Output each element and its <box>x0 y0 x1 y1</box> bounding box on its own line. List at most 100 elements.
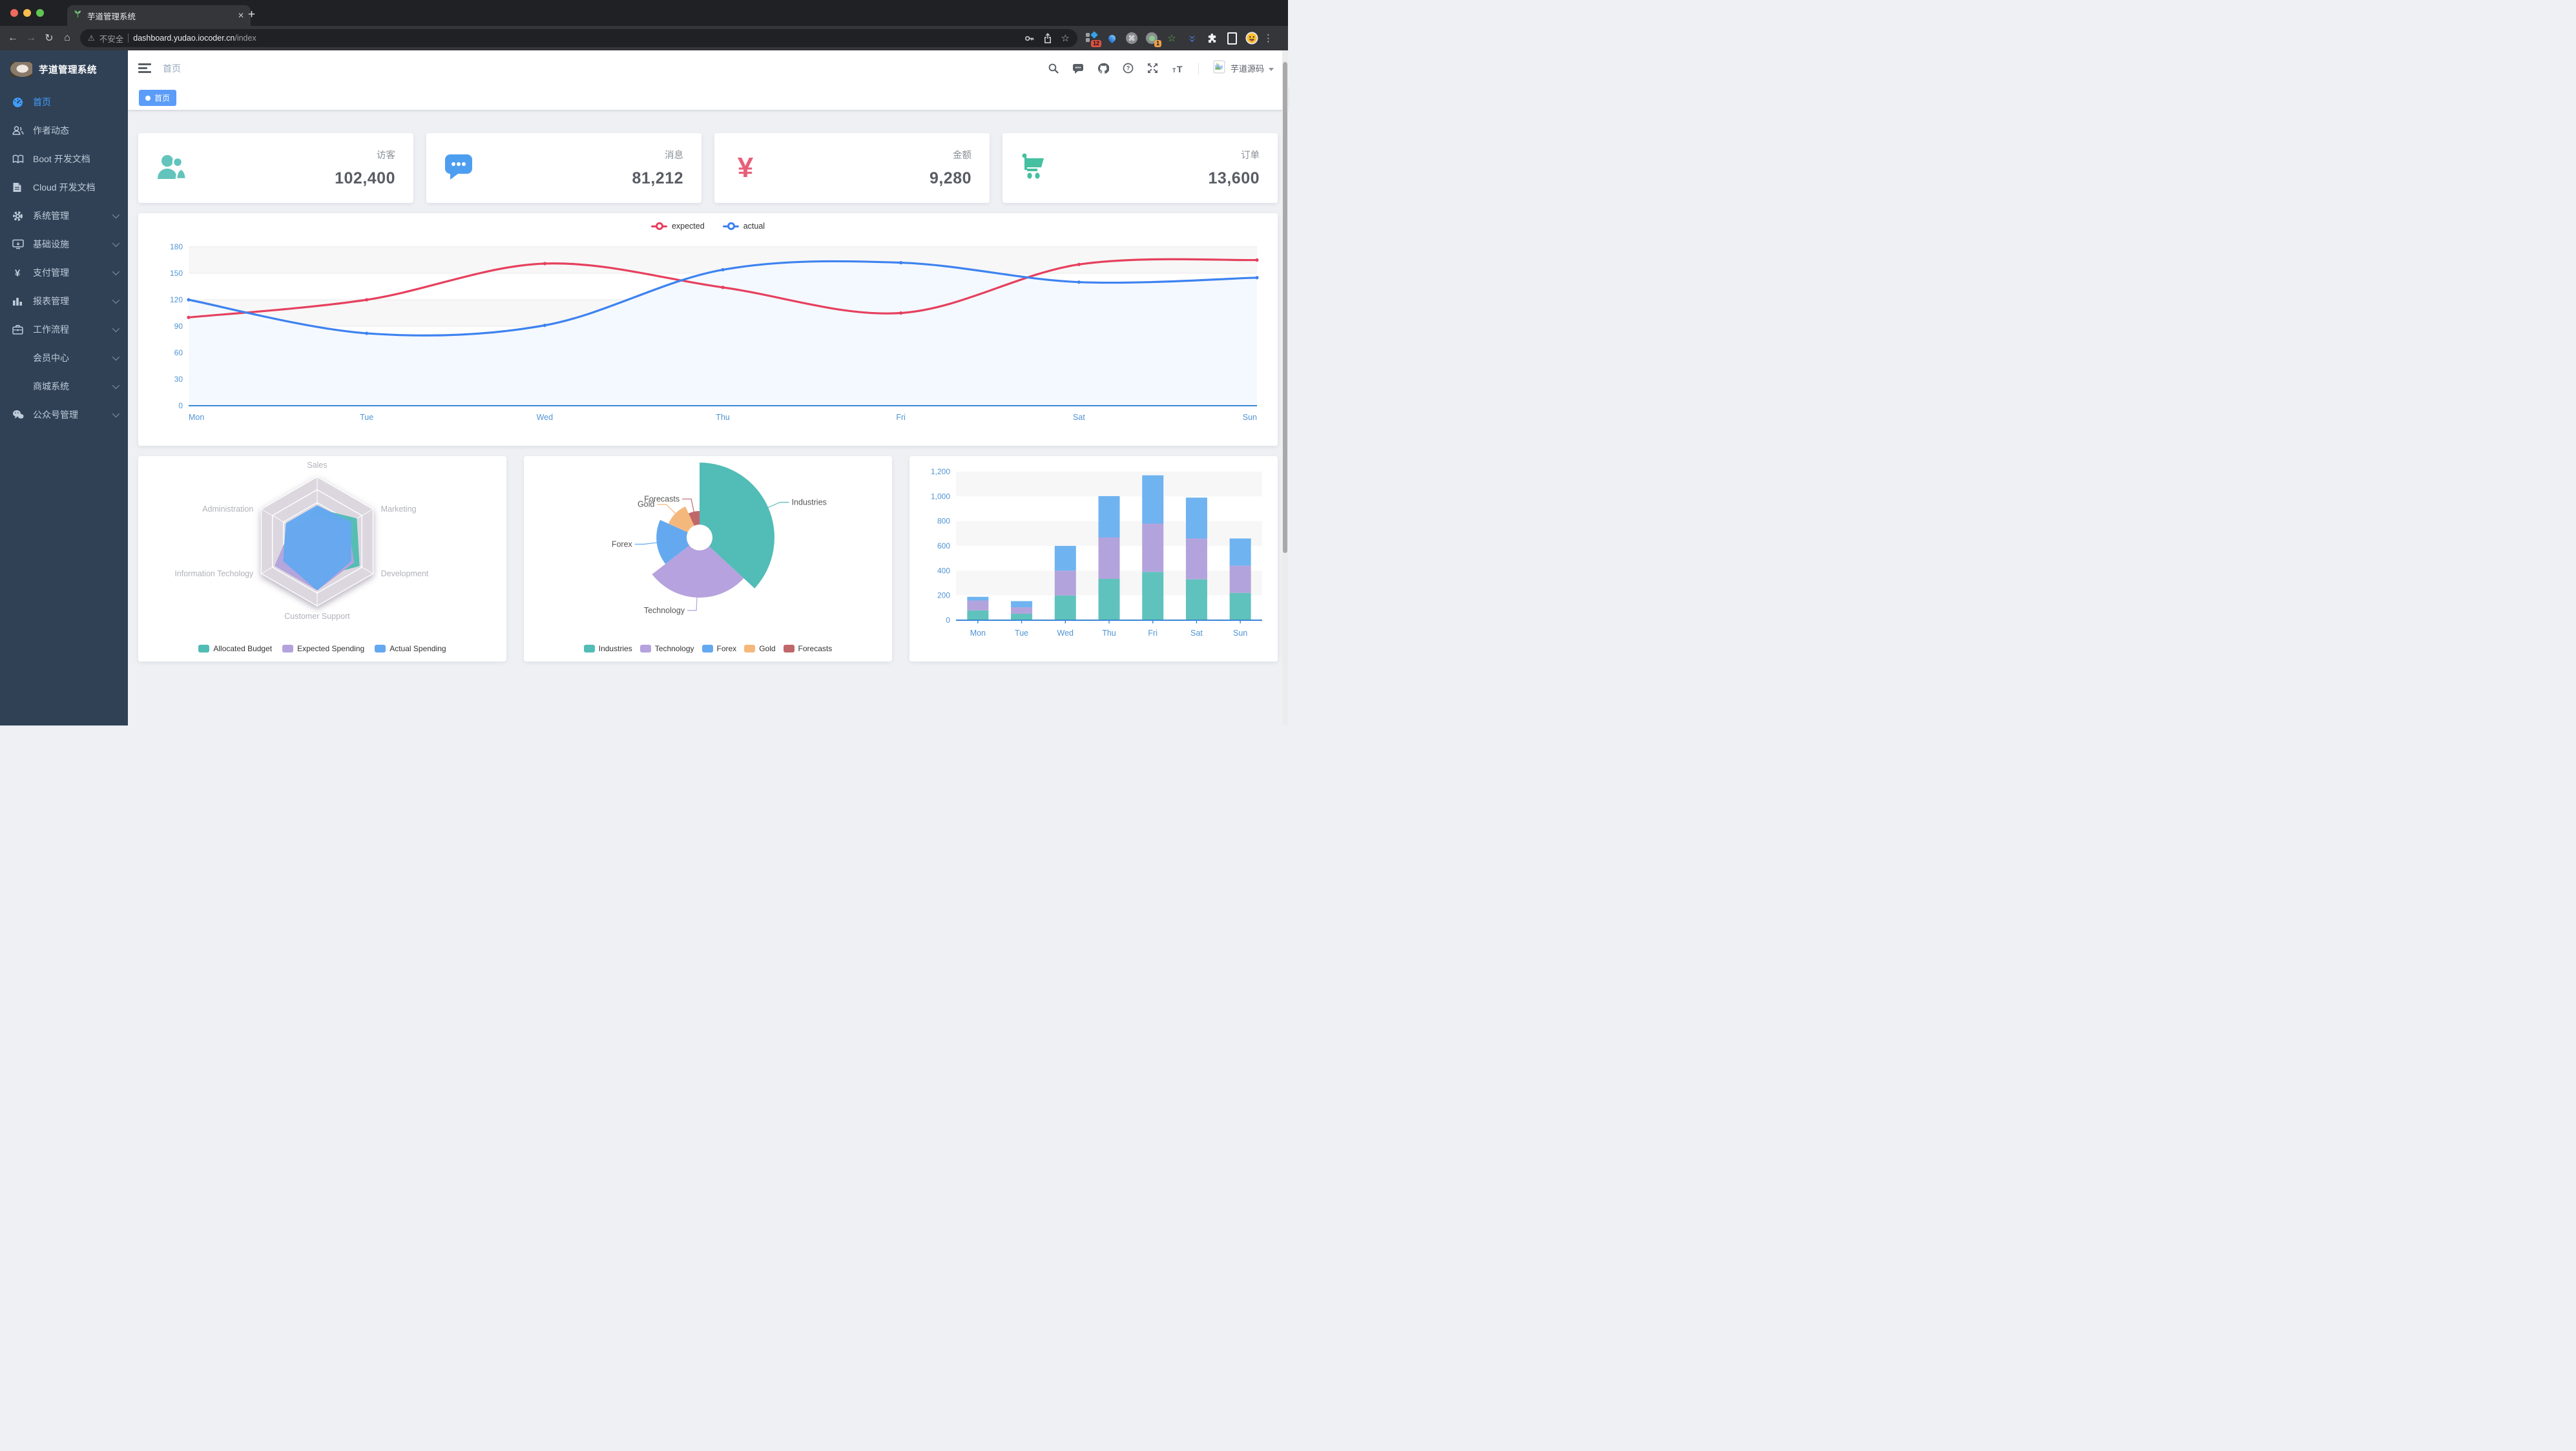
stat-label: 订单 <box>1241 151 1260 161</box>
legend-item-expected[interactable]: expected <box>650 222 705 231</box>
reading-list-icon[interactable] <box>1225 32 1238 45</box>
sidebar-item-label: 首页 <box>33 97 51 107</box>
sidebar-item-wechat-management[interactable]: 公众号管理 <box>0 401 128 429</box>
scrollbar-thumb[interactable] <box>1283 62 1287 553</box>
sidebar-item-infrastructure[interactable]: 基础设施 <box>0 230 128 258</box>
legend-item-industries[interactable]: Industries <box>583 644 632 653</box>
back-button[interactable]: ← <box>8 32 18 43</box>
extension-recorder-icon[interactable]: 1 <box>1145 32 1161 47</box>
user-avatar <box>1212 60 1226 77</box>
sidebar-item-label: 商城系统 <box>33 381 69 391</box>
extension-chevrons-icon[interactable] <box>1185 32 1198 45</box>
legend-item-forecasts[interactable]: Forecasts <box>783 644 832 653</box>
tab-close-icon[interactable]: ✕ <box>237 11 244 20</box>
extension-star-icon[interactable]: ☆ <box>1167 33 1176 44</box>
tab-favicon-icon <box>74 10 82 21</box>
message-icon[interactable] <box>1072 63 1084 74</box>
fullscreen-icon[interactable] <box>1147 63 1158 74</box>
help-icon[interactable]: ? <box>1123 63 1134 74</box>
stat-label: 消息 <box>665 151 683 161</box>
bar-chart-card: 0 200 400 600 800 1,000 1,200 Mon Tue Wed Thu Fri Sa… <box>909 456 1278 662</box>
extension-command-icon[interactable]: ⌘ <box>1125 32 1138 45</box>
svg-text:¥: ¥ <box>15 268 21 278</box>
svg-text:1,200: 1,200 <box>931 467 950 476</box>
chart-icon <box>12 295 25 307</box>
svg-text:150: 150 <box>170 269 183 278</box>
sidebar-item-label: 报表管理 <box>33 296 69 306</box>
home-button[interactable]: ⌂ <box>64 32 70 43</box>
legend-item-gold[interactable]: Gold <box>744 644 776 653</box>
bookmark-star-icon[interactable]: ☆ <box>1061 33 1070 44</box>
legend-item-actual-spending[interactable]: Actual Spending <box>375 644 446 653</box>
sidebar-item-author-dynamics[interactable]: 作者动态 <box>0 116 128 145</box>
stat-card-0[interactable]: 访客 102,400 <box>138 133 413 203</box>
money-icon: ¥ <box>732 152 758 184</box>
legend-item-expected-spending[interactable]: Expected Spending <box>282 644 364 653</box>
expected-marker-icon <box>650 222 667 230</box>
svg-text:Marketing: Marketing <box>381 505 417 514</box>
legend-item-allocated-budget[interactable]: Allocated Budget <box>198 644 272 653</box>
share-icon[interactable] <box>1043 33 1052 43</box>
extension-badge: 1 <box>1154 40 1161 47</box>
extension-balloon-icon[interactable] <box>1105 32 1118 45</box>
sidebar-item-payment-management[interactable]: ¥ 支付管理 <box>0 258 128 287</box>
line-chart-card: expected actual 0 30 60 90 120 150 180 Mon Tue We… <box>138 213 1278 446</box>
extension-squares-icon[interactable]: 12 <box>1085 31 1101 47</box>
svg-text:Thu: Thu <box>716 413 730 422</box>
forward-button[interactable]: → <box>26 32 36 43</box>
sidebar-item-workflow[interactable]: 工作流程 <box>0 315 128 344</box>
svg-text:Tue: Tue <box>1015 629 1028 638</box>
sidebar-item-cloud-docs[interactable]: Cloud 开发文档 <box>0 173 128 202</box>
sidebar-toggle-icon[interactable] <box>138 61 151 76</box>
tag-active-dot <box>145 95 151 101</box>
stat-card-1[interactable]: 消息 81,212 <box>426 133 701 203</box>
password-key-icon[interactable] <box>1024 34 1034 43</box>
cart-icon <box>1021 153 1050 183</box>
sidebar-item-report-management[interactable]: 报表管理 <box>0 287 128 315</box>
legend-item-forex[interactable]: Forex <box>701 644 736 653</box>
svg-text:Wed: Wed <box>537 413 554 422</box>
chevron-down-icon <box>112 324 120 333</box>
browser-menu-icon[interactable]: ⋮ <box>1263 33 1273 44</box>
extensions-puzzle-icon[interactable] <box>1205 32 1218 45</box>
svg-text:30: 30 <box>174 375 183 384</box>
browser-tab[interactable]: 芋道管理系统 ✕ <box>67 5 251 26</box>
url-host: dashboard.yudao.iocoder.cn <box>133 34 235 43</box>
page-scrollbar[interactable] <box>1282 50 1288 725</box>
zoom-window-button[interactable] <box>36 9 44 17</box>
new-tab-button[interactable]: + <box>248 8 256 21</box>
svg-text:Sun: Sun <box>1243 413 1257 422</box>
people-icon <box>156 154 188 183</box>
people-icon <box>12 125 25 136</box>
extensions-row: 12 ⌘ 1 ☆ <box>1085 31 1258 47</box>
legend-item-actual[interactable]: actual <box>722 222 765 231</box>
svg-text:Customer Support: Customer Support <box>284 612 350 621</box>
macos-traffic-lights[interactable] <box>10 9 44 17</box>
sidebar-item-boot-docs[interactable]: Boot 开发文档 <box>0 145 128 173</box>
stat-card-2[interactable]: ¥ 金额 9,280 <box>714 133 990 203</box>
close-window-button[interactable] <box>10 9 18 17</box>
header-divider <box>1198 62 1199 74</box>
github-icon[interactable] <box>1097 63 1109 74</box>
svg-text:Information Techology: Information Techology <box>174 569 254 578</box>
browser-titlebar: 芋道管理系统 ✕ + <box>0 0 1288 26</box>
sidebar-item-home[interactable]: 首页 <box>0 88 128 116</box>
minimize-window-button[interactable] <box>23 9 31 17</box>
reload-button[interactable]: ↻ <box>45 33 54 44</box>
sidebar-item-mall-system[interactable]: 商城系统 <box>0 372 128 401</box>
stat-label: 访客 <box>377 151 395 161</box>
address-bar[interactable]: ⚠ 不安全 dashboard.yudao.iocoder.cn/index ☆ <box>80 29 1077 47</box>
tag-home[interactable]: 首页 <box>139 90 177 106</box>
sidebar-item-system-management[interactable]: 系统管理 <box>0 202 128 230</box>
user-menu[interactable]: 芋道源码 <box>1212 60 1274 77</box>
stat-card-3[interactable]: 订单 13,600 <box>1002 133 1278 203</box>
sidebar-logo[interactable]: 芋道管理系统 <box>0 50 128 88</box>
sidebar-item-member-center[interactable]: 会员中心 <box>0 344 128 372</box>
legend-item-technology[interactable]: Technology <box>639 644 694 653</box>
search-icon[interactable] <box>1048 63 1059 74</box>
breadcrumb[interactable]: 首页 <box>163 63 181 74</box>
profile-avatar-icon[interactable] <box>1245 32 1258 45</box>
